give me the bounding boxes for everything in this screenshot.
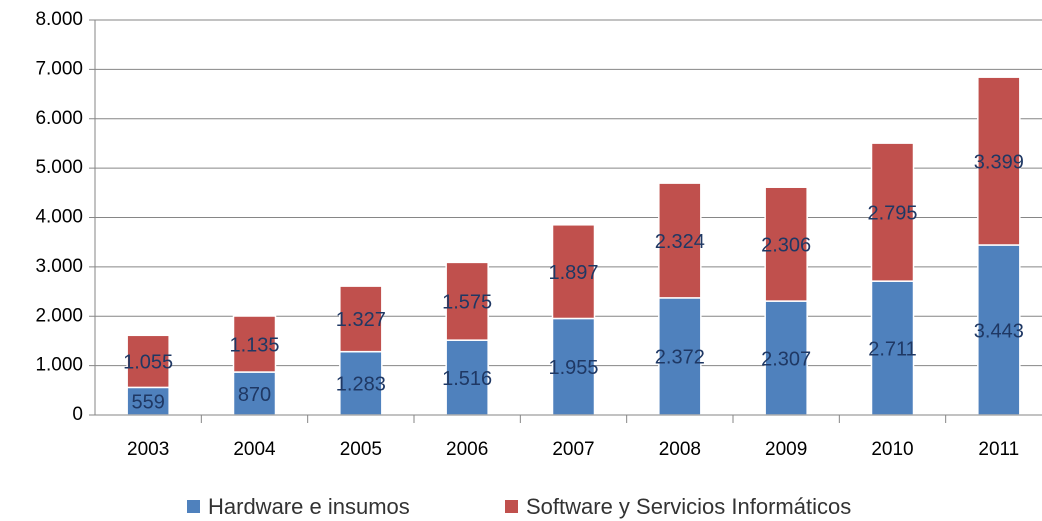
value-label: 1.327 (336, 309, 386, 331)
value-label: 1.055 (123, 352, 173, 374)
value-label: 2.324 (655, 231, 705, 253)
value-label: 2.307 (761, 348, 811, 370)
x-tick-label: 2009 (765, 439, 807, 460)
legend-swatch (505, 500, 518, 513)
value-label: 1.575 (442, 292, 492, 314)
legend-label: Hardware e insumos (208, 494, 410, 519)
bar-segment (232, 315, 277, 373)
bar-segment (658, 182, 702, 299)
bar-segment (126, 334, 170, 389)
value-label: 1.516 (442, 368, 492, 390)
x-tick-label: 2007 (552, 439, 594, 460)
y-tick-label: 4.000 (35, 207, 83, 228)
value-label: 870 (238, 384, 271, 406)
y-tick-label: 1.000 (35, 355, 83, 376)
x-tick-label: 2005 (340, 439, 382, 460)
value-label: 1.897 (548, 262, 598, 284)
y-tick-label: 0 (72, 404, 83, 425)
value-label: 559 (131, 391, 164, 413)
value-label: 1.283 (336, 374, 386, 396)
bar-segment (764, 300, 808, 416)
bar-segment (977, 76, 1021, 246)
y-tick-label: 3.000 (35, 256, 83, 277)
y-tick-label: 7.000 (35, 58, 83, 79)
legend-swatch (187, 500, 200, 513)
y-tick-label: 8.000 (35, 9, 83, 30)
value-label: 3.443 (974, 320, 1024, 342)
x-tick-label: 2011 (978, 439, 1019, 460)
bar-segment (551, 224, 596, 320)
x-tick-label: 2006 (446, 439, 488, 460)
value-label: 2.711 (868, 338, 917, 360)
y-tick-label: 2.000 (35, 305, 83, 326)
bar-segment (870, 142, 915, 282)
x-tick-label: 2008 (659, 439, 701, 460)
x-tick-label: 2003 (127, 439, 169, 460)
bar-segment (764, 186, 808, 302)
x-tick-label: 2010 (871, 439, 913, 460)
bar-segment (339, 285, 383, 353)
bar-segment (445, 261, 489, 341)
value-label: 1.955 (548, 357, 598, 379)
value-label: 1.135 (229, 334, 279, 356)
legend-label: Software y Servicios Informáticos (526, 494, 851, 519)
value-label: 2.306 (761, 234, 811, 256)
y-tick-label: 6.000 (35, 108, 83, 129)
bar-segment (445, 339, 489, 416)
value-label: 2.795 (867, 202, 917, 224)
value-label: 2.372 (655, 347, 705, 369)
x-tick-label: 2004 (233, 439, 276, 460)
bar-segment (339, 350, 383, 416)
bar-segment (551, 317, 596, 416)
value-label: 3.399 (974, 151, 1024, 173)
y-tick-label: 5.000 (35, 157, 83, 178)
